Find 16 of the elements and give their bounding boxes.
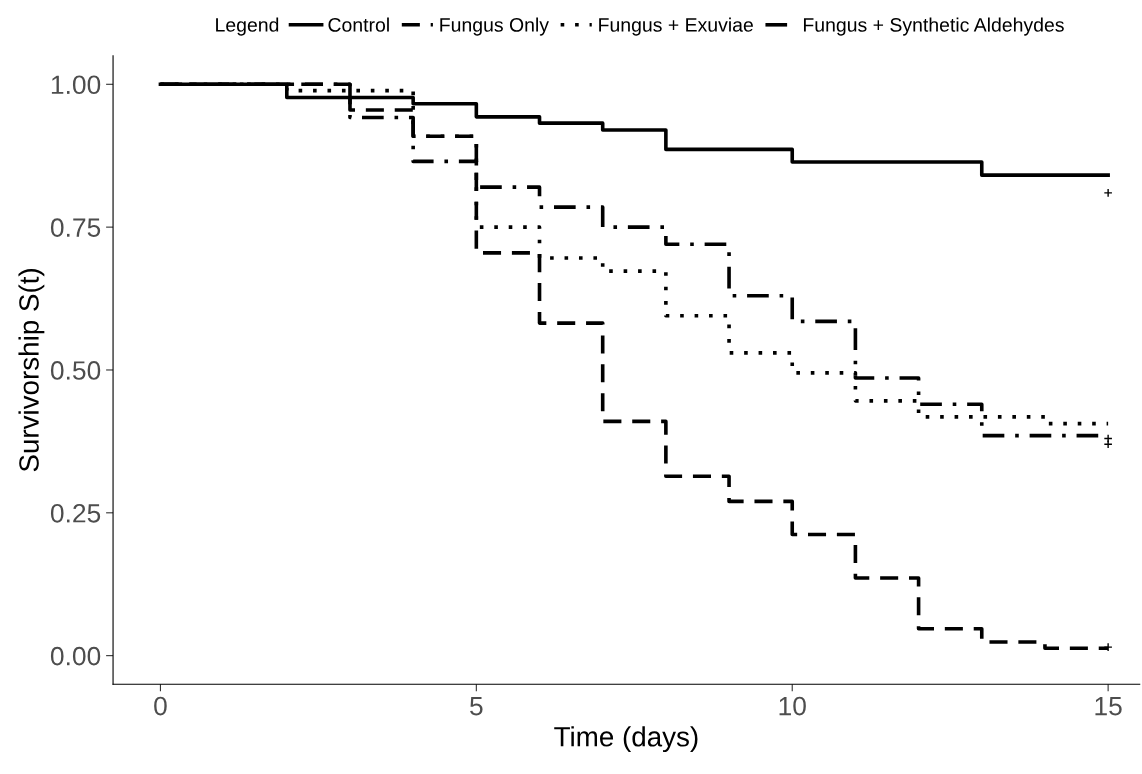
y-tick-label: 0.25 [50, 503, 101, 523]
y-tick-label: 0.75 [50, 218, 101, 237]
x-axis-title: Time (days) [554, 726, 698, 753]
y-tick-label: 1.00 [51, 75, 101, 95]
x-tick-label: 0 [154, 696, 167, 716]
y-tick-label: 0.00 [50, 646, 101, 666]
x-tick-label: 5 [470, 696, 483, 716]
legend-label: Fungus + Exuviae [599, 17, 753, 36]
legend-title: Legend [216, 17, 279, 36]
legend-label: Fungus + Synthetic Aldehydes [803, 17, 1064, 36]
x-tick-label: 10 [779, 696, 806, 716]
y-axis-title: Survivorship S(t) [18, 269, 45, 472]
x-tick-label: 15 [1095, 696, 1122, 716]
legend-label: Control [328, 17, 389, 32]
legend-label: Fungus Only [440, 17, 549, 36]
y-tick-label: 0.50 [50, 361, 101, 380]
